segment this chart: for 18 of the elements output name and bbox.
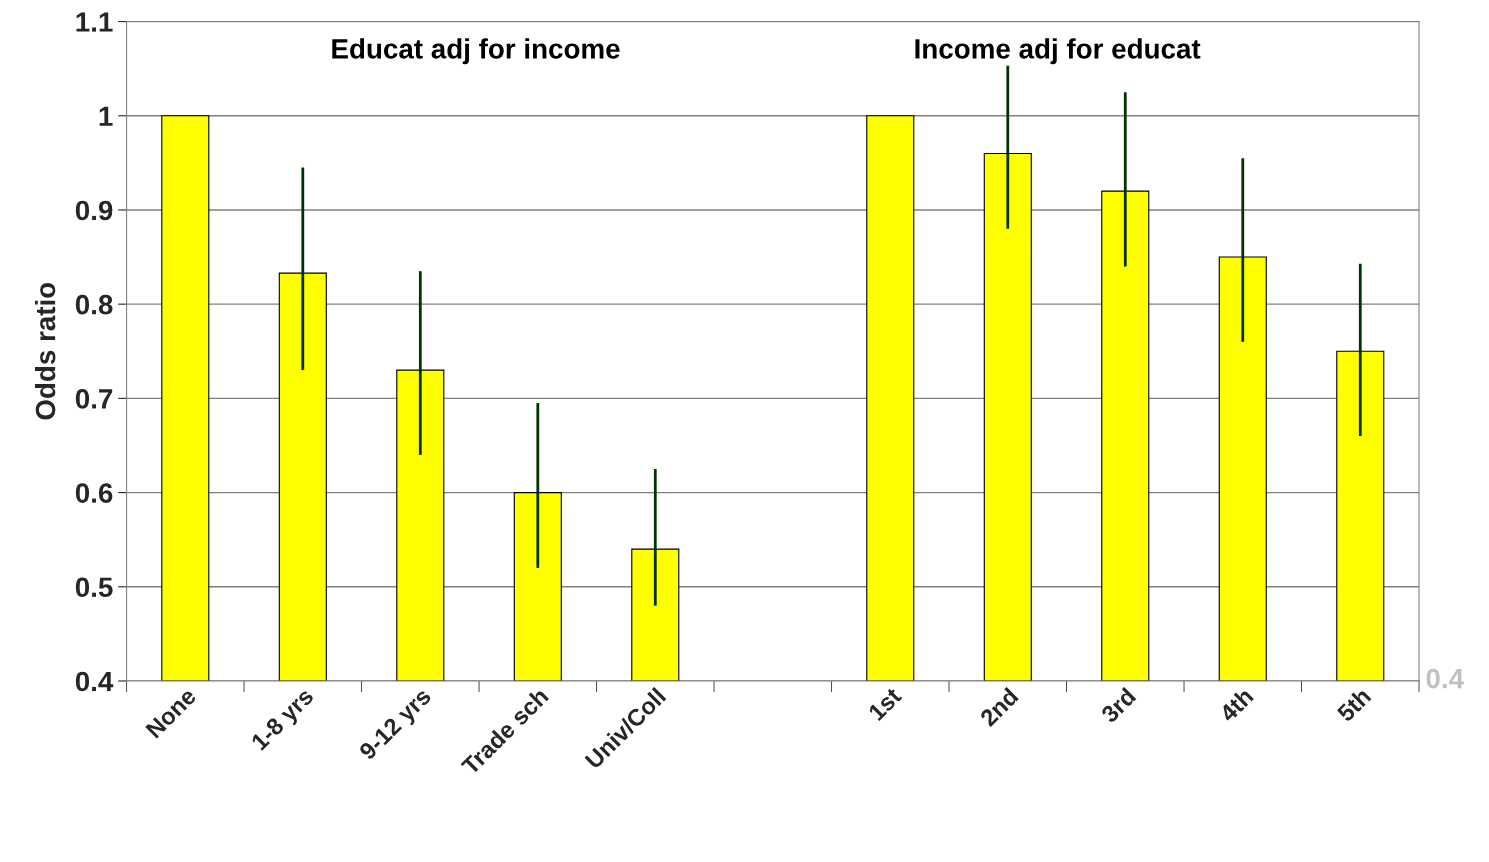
y-axis-title: Odds ratio — [34, 282, 56, 420]
x-tick-label: 1st — [867, 686, 903, 722]
x-tick-label: 3rd — [1099, 686, 1137, 724]
x-tick-label: 2nd — [978, 686, 1019, 728]
annotation: Income adj for educat — [915, 38, 1201, 65]
y-tick-label: 1.1 — [76, 12, 113, 32]
y-tick-label: 0.8 — [75, 294, 113, 315]
x-tick-label: 4th — [1217, 686, 1254, 723]
y-tick-label: 0.4 — [75, 671, 114, 692]
y-tick-label: 0.5 — [75, 577, 113, 598]
y-tick-label: 0.6 — [75, 483, 113, 503]
y-tick-label: 1 — [99, 106, 113, 126]
annotation: Educat adj for income — [332, 38, 620, 65]
x-tick-label: 1-8 yrs — [250, 686, 318, 755]
x-tick-label: 5th — [1335, 686, 1372, 723]
y-tick-label: 0.9 — [75, 200, 113, 221]
text: 0.4 — [1426, 668, 1464, 689]
y-tick-label: 0.7 — [75, 389, 113, 409]
